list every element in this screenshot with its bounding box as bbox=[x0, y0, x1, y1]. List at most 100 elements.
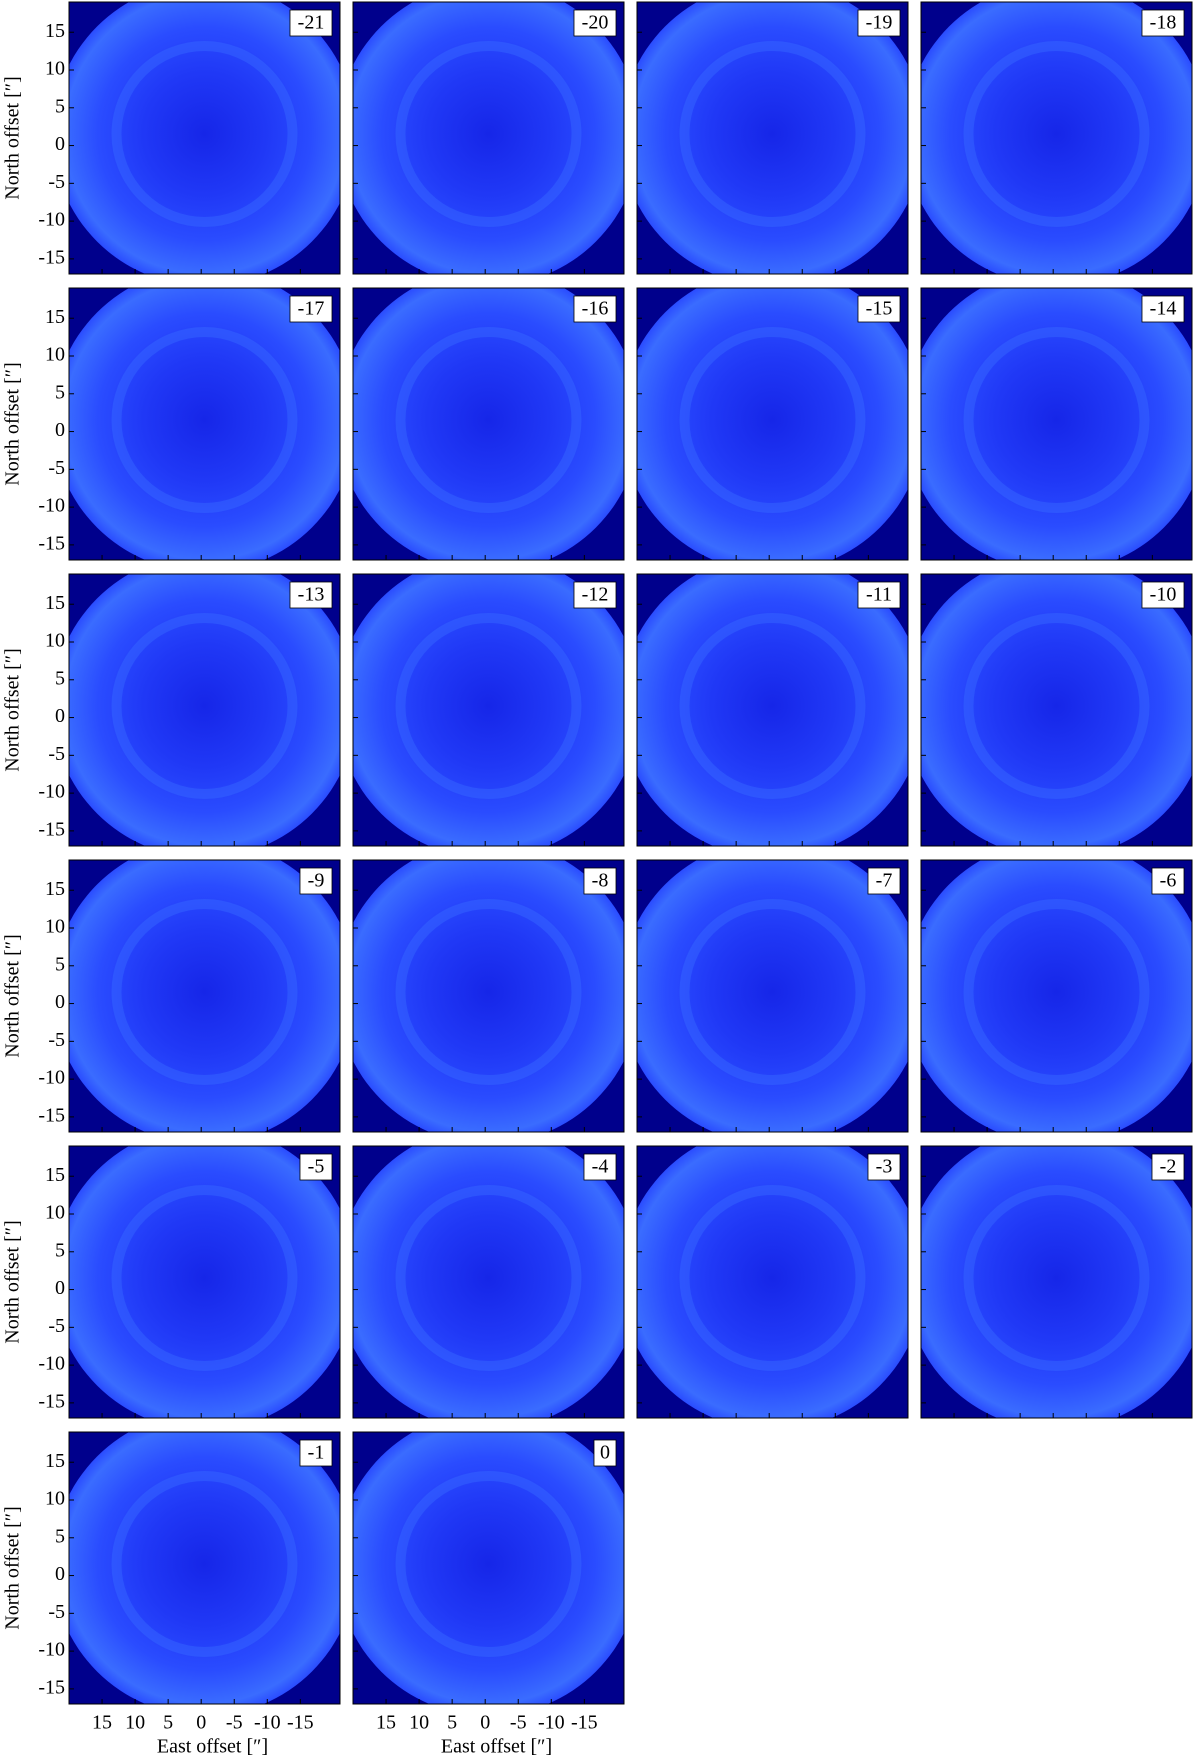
y-tick-label: -10 bbox=[38, 1353, 65, 1375]
map-image bbox=[637, 2, 908, 274]
panel-label-box bbox=[289, 295, 333, 323]
map-image bbox=[353, 288, 624, 560]
panel-frame bbox=[68, 573, 341, 847]
panel: -16 bbox=[352, 287, 625, 561]
panel-frame bbox=[352, 1431, 625, 1705]
panel-frame bbox=[68, 1145, 341, 1419]
y-axis-label: North offset [″] bbox=[2, 1506, 24, 1630]
x-tick-label: 0 bbox=[480, 1712, 490, 1734]
y-tick-label: 5 bbox=[55, 1239, 65, 1261]
panel-frame bbox=[352, 287, 625, 561]
panel: -20 bbox=[352, 1, 625, 275]
map-image bbox=[353, 860, 624, 1132]
panel-label-box bbox=[573, 295, 617, 323]
panel: -10 bbox=[920, 573, 1193, 847]
panel: 15 10 5 0 -5 -10 -15 -13 North offset [″] bbox=[2, 573, 341, 847]
map-image bbox=[353, 574, 624, 846]
y-tick-label: 5 bbox=[55, 667, 65, 689]
x-tick-label: 0 bbox=[196, 1712, 206, 1734]
map-ring bbox=[679, 1185, 866, 1371]
panel-label: -14 bbox=[1150, 298, 1177, 320]
map-ring bbox=[963, 613, 1150, 799]
map-ring bbox=[395, 613, 582, 799]
map-ring bbox=[395, 1471, 582, 1657]
y-axis-label: North offset [″] bbox=[2, 362, 24, 486]
panel-label-box bbox=[289, 581, 333, 609]
panel-frame bbox=[68, 1431, 341, 1705]
panel-label: -5 bbox=[308, 1156, 325, 1178]
y-tick-label: 15 bbox=[45, 1450, 65, 1472]
map-ring bbox=[963, 41, 1150, 227]
panel-label-box bbox=[289, 9, 333, 37]
map-image bbox=[69, 288, 340, 560]
y-tick-label: -5 bbox=[48, 1601, 65, 1623]
map-image bbox=[637, 860, 908, 1132]
y-tick-label: 10 bbox=[45, 1202, 65, 1224]
x-tick-label: 15 bbox=[92, 1712, 112, 1734]
x-tick-label: -15 bbox=[571, 1712, 598, 1734]
map-image bbox=[637, 288, 908, 560]
panel-label: -7 bbox=[876, 870, 893, 892]
panel: 15 10 5 0 -5 -10 -15 -17 North offset [″] bbox=[2, 287, 341, 561]
panel-frame bbox=[920, 859, 1193, 1133]
map-ring bbox=[111, 1185, 298, 1371]
y-tick-label: -5 bbox=[48, 743, 65, 765]
panel-frame bbox=[920, 287, 1193, 561]
y-tick-label: 10 bbox=[45, 344, 65, 366]
panel-label: -20 bbox=[582, 12, 609, 34]
panel: -4 bbox=[352, 1145, 625, 1419]
panel-frame bbox=[636, 573, 909, 847]
panel-label: -13 bbox=[298, 584, 325, 606]
panel-label-box bbox=[867, 867, 901, 895]
y-tick-label: 10 bbox=[45, 58, 65, 80]
panel-label-box bbox=[299, 867, 333, 895]
y-tick-label: -5 bbox=[48, 1315, 65, 1337]
map-ring bbox=[963, 327, 1150, 513]
x-axis-label: East offset [″] bbox=[157, 1736, 268, 1758]
map-ring bbox=[111, 1471, 298, 1657]
panel-label-box bbox=[299, 1439, 333, 1467]
map-image bbox=[69, 1432, 340, 1704]
y-tick-label: -10 bbox=[38, 209, 65, 231]
y-tick-label: 0 bbox=[55, 705, 65, 727]
map-ring bbox=[963, 1185, 1150, 1371]
y-tick-label: 10 bbox=[45, 630, 65, 652]
y-tick-label: -10 bbox=[38, 495, 65, 517]
panel: -7 bbox=[636, 859, 909, 1133]
panel-frame bbox=[68, 859, 341, 1133]
map-image bbox=[921, 574, 1192, 846]
panel-label-box bbox=[867, 1153, 901, 1181]
panel-frame bbox=[68, 1, 341, 275]
panel: 15 10 5 0 -5 -10 -15 15 10 5 0 -5 -10 -15 -1 North offs… bbox=[2, 1431, 341, 1758]
map-image bbox=[921, 1146, 1192, 1418]
panel-frame bbox=[352, 859, 625, 1133]
y-tick-label: -15 bbox=[38, 1104, 65, 1126]
map-ring bbox=[963, 899, 1150, 1085]
y-tick-label: -15 bbox=[38, 1676, 65, 1698]
panel: -8 bbox=[352, 859, 625, 1133]
panel: 15 10 5 0 -5 -10 -15 -9 North offset [″] bbox=[2, 859, 341, 1133]
panel: -14 bbox=[920, 287, 1193, 561]
panel-label: -3 bbox=[876, 1156, 893, 1178]
y-tick-label: -10 bbox=[38, 1067, 65, 1089]
panel-label-box bbox=[857, 9, 901, 37]
map-ring bbox=[395, 41, 582, 227]
panel-label: -15 bbox=[866, 298, 893, 320]
panel-label-box bbox=[299, 1153, 333, 1181]
map-ring bbox=[679, 41, 866, 227]
y-tick-label: 5 bbox=[55, 953, 65, 975]
y-tick-label: -15 bbox=[38, 818, 65, 840]
panel-label-box bbox=[583, 867, 617, 895]
y-tick-label: -10 bbox=[38, 1639, 65, 1661]
y-tick-label: 10 bbox=[45, 916, 65, 938]
y-tick-label: 5 bbox=[55, 381, 65, 403]
y-tick-label: 5 bbox=[55, 1525, 65, 1547]
y-tick-label: -15 bbox=[38, 246, 65, 268]
map-image bbox=[921, 2, 1192, 274]
panel-label-box bbox=[593, 1439, 617, 1467]
y-tick-label: 15 bbox=[45, 1164, 65, 1186]
x-tick-label: 15 bbox=[376, 1712, 396, 1734]
map-image bbox=[637, 1146, 908, 1418]
